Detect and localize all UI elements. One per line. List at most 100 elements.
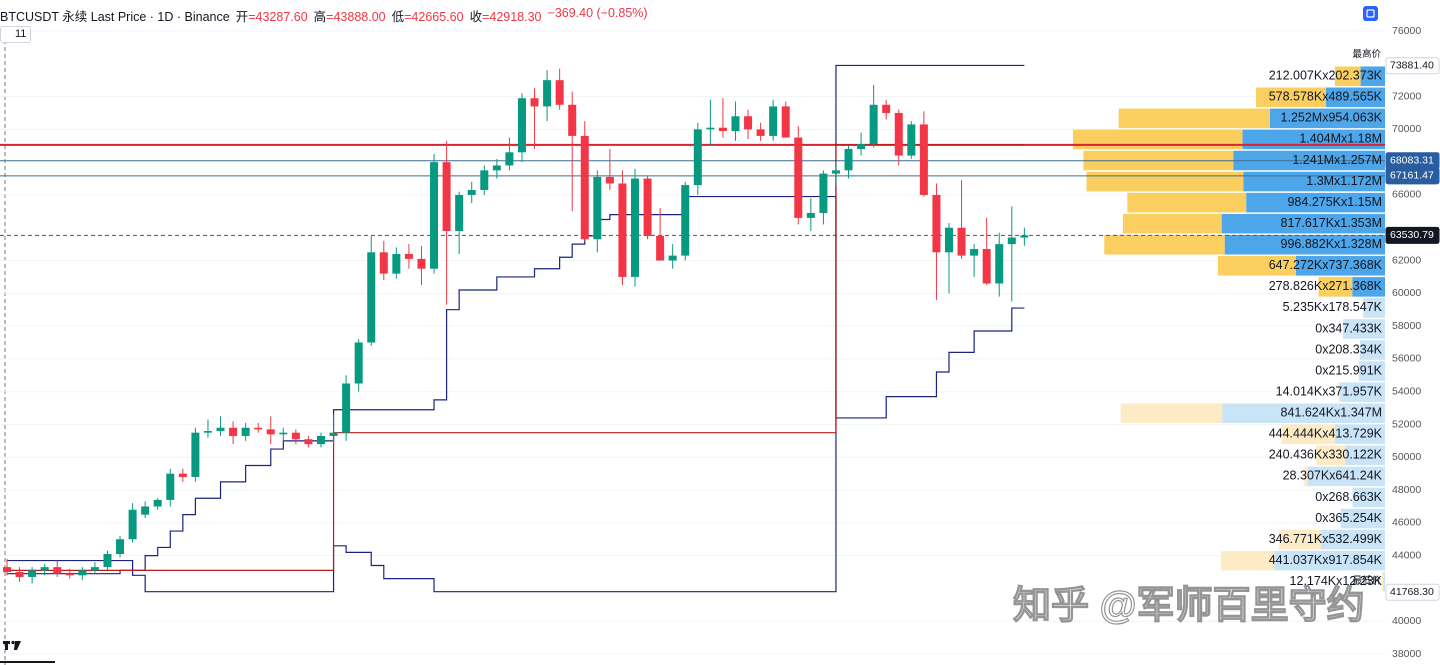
candle-body: [957, 227, 966, 256]
buy-volume-bar: [1104, 234, 1225, 255]
candle-body: [1007, 237, 1016, 245]
candle-body: [945, 227, 953, 253]
profile-label: 817.617Kx1.353M: [1281, 216, 1382, 230]
settings-button[interactable]: [1363, 6, 1378, 21]
buy-volume-bar: [1122, 213, 1222, 234]
candle-body: [404, 253, 413, 259]
profile-label: 1.404Mx1.18M: [1299, 132, 1382, 146]
profile-label: 28.307Kx641.24K: [1283, 469, 1383, 483]
candle-body: [103, 554, 112, 568]
profile-label: 0x208.334K: [1315, 342, 1382, 356]
y-tick-label: 52000: [1392, 418, 1421, 430]
candle-body: [605, 176, 614, 184]
candle-body: [844, 149, 853, 171]
y-tick-label: 44000: [1392, 549, 1421, 561]
price-label-box: [1385, 167, 1440, 185]
candle-body: [631, 178, 639, 277]
candle-body: [718, 127, 727, 131]
buy-volume-bar: [1338, 382, 1341, 402]
candle-body: [530, 98, 539, 107]
ohlc-values: 开=43287.60 高=43888.00 低=42665.60 收=42918.30: [236, 6, 542, 25]
price-label-box: [1385, 583, 1440, 601]
sell-volume-bar: [1359, 340, 1385, 360]
candle-body: [128, 509, 137, 540]
price-label: 68083.31: [1390, 155, 1434, 167]
sell-volume-bar: [1383, 571, 1385, 592]
candle-body: [568, 104, 577, 136]
ohlc-value: =43287.60: [248, 10, 308, 24]
step-line: [7, 144, 1025, 571]
profile-label: 0x365.254K: [1315, 511, 1382, 525]
profile-label: 346.771Kx532.499K: [1269, 532, 1383, 546]
candle-body: [806, 212, 815, 218]
candle-body: [794, 137, 803, 218]
ohlc-label: 收: [469, 10, 483, 24]
price-label: 41768.30: [1390, 586, 1434, 598]
sell-volume-bar: [1335, 424, 1385, 445]
profile-label: 996.882Kx1.328M: [1281, 237, 1382, 251]
candle-body: [857, 144, 866, 150]
sell-volume-bar: [1340, 508, 1385, 529]
candle-body: [78, 570, 87, 576]
price-label: 73881.40: [1390, 60, 1434, 72]
candle-body: [505, 152, 514, 166]
plot-background: [0, 0, 1385, 665]
buy-volume-bar: [1304, 466, 1308, 487]
y-tick-label: 48000: [1392, 484, 1421, 496]
step-line: [7, 64, 1025, 593]
sell-volume-bar: [1352, 277, 1385, 297]
sell-volume-bar: [1360, 66, 1385, 87]
price-axis: [1385, 0, 1440, 665]
buy-volume-bar: [1120, 403, 1223, 423]
sell-volume-bar: [1340, 382, 1385, 402]
buy-volume-bar: [1382, 571, 1384, 592]
ohlc-item: 收=42918.30: [470, 6, 542, 25]
indicator-count-badge[interactable]: 11: [0, 26, 32, 43]
price-label: 67161.47: [1390, 170, 1434, 182]
candle-body: [178, 473, 187, 477]
candle-body: [517, 98, 526, 153]
candle-body: [241, 427, 250, 436]
buy-volume-bar: [1220, 550, 1275, 571]
candle-body: [907, 124, 916, 156]
candle-body: [166, 473, 175, 500]
candle-body: [28, 570, 37, 577]
y-tick-label: 66000: [1392, 189, 1421, 201]
ohlc-item: 低=42665.60: [392, 6, 464, 25]
candle-body: [65, 573, 74, 576]
candle-body: [882, 104, 891, 113]
candle-body: [3, 567, 11, 573]
buy-volume-bar: [1281, 424, 1336, 445]
candle-body: [367, 252, 376, 343]
symbol-title: BTCUSDT 永续 Last Price · 1D · Binance: [0, 10, 230, 24]
buy-volume-bar: [1127, 192, 1247, 213]
legend-header: BTCUSDT 永续 Last Price · 1D · Binance 开=4…: [0, 6, 648, 25]
candle-body: [266, 429, 275, 435]
candle-body: [254, 427, 263, 430]
y-tick-label: 76000: [1392, 25, 1421, 37]
tradingview-logo: [3, 640, 21, 650]
candle-body: [317, 435, 325, 445]
profile-label: 0x268.663K: [1315, 490, 1382, 504]
candle-body: [229, 427, 238, 436]
watermark: 知乎 @军师百里守约: [1013, 585, 1365, 627]
buy-volume-bar: [1316, 445, 1346, 466]
candle-body: [279, 432, 288, 435]
sell-volume-bar: [1224, 234, 1385, 255]
candle-body: [982, 249, 991, 284]
profile-label: 1.241Mx1.257M: [1292, 153, 1382, 167]
ohlc-value: =42665.60: [404, 10, 464, 24]
candle-body: [53, 567, 62, 574]
buy-volume-bar: [1278, 529, 1321, 550]
candle-body: [769, 106, 778, 136]
candle-body: [831, 170, 840, 174]
sell-volume-bar: [1345, 445, 1385, 466]
buy-volume-bar: [1256, 87, 1326, 108]
price-label-box: [1385, 226, 1440, 244]
candle-body: [706, 127, 715, 130]
candle-body: [90, 567, 99, 571]
sell-volume-bar: [1221, 213, 1385, 234]
candle-body: [40, 567, 49, 571]
profile-label: 444.444Kx413.729K: [1269, 427, 1383, 441]
